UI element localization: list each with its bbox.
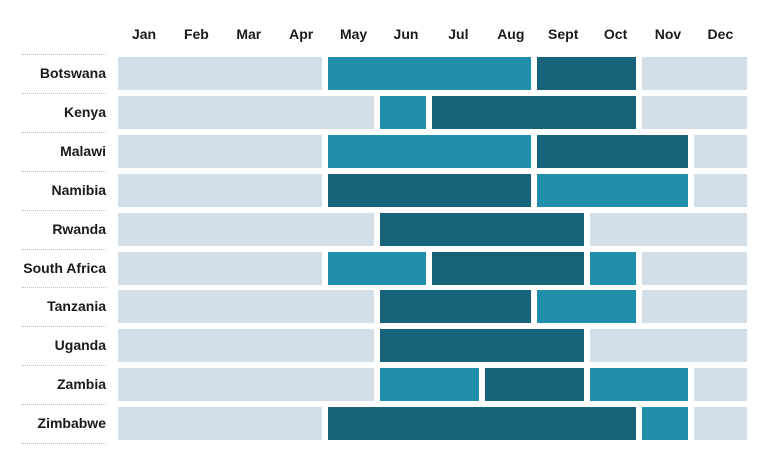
season-bar-uganda-none (118, 329, 374, 363)
month-label-mar: Mar (236, 26, 262, 42)
season-bar-kenya-none (642, 95, 747, 129)
season-bar-zambia-best (484, 368, 584, 402)
season-bar-rwanda-best (380, 212, 584, 246)
season-bar-tanzania-good (537, 290, 636, 324)
season-bar-rwanda-none (118, 212, 374, 246)
row-separator (22, 209, 106, 211)
season-bar-zambia-none (694, 368, 747, 402)
season-bar-malawi-good (327, 134, 532, 168)
month-label-oct: Oct (603, 26, 628, 42)
season-bar-namibia-none (118, 173, 322, 207)
country-label-botswana: Botswana (39, 65, 106, 81)
month-label-feb: Feb (183, 26, 209, 42)
month-label-may: May (339, 26, 368, 42)
country-label-rwanda: Rwanda (52, 220, 106, 237)
season-bar-zimbabwe-good (642, 407, 689, 441)
season-bar-botswana-none (118, 57, 322, 90)
row-separator (22, 170, 106, 172)
month-label-jan: Jan (131, 26, 157, 42)
country-label-tanzania: Tanzania (47, 298, 106, 315)
month-label-jun: Jun (393, 26, 419, 42)
season-bar-zambia-good (589, 368, 689, 402)
season-bar-namibia-none (694, 173, 747, 207)
row-separator (22, 248, 106, 250)
season-bar-tanzania-none (118, 290, 374, 324)
season-bar-zambia-none (118, 368, 374, 402)
month-label-sept: Sept (548, 26, 579, 42)
month-label-apr: Apr (289, 26, 314, 42)
season-bar-zimbabwe-none (118, 407, 322, 441)
season-bar-kenya-best (432, 95, 636, 129)
country-label-south-africa: South Africa (23, 259, 106, 276)
month-label-nov: Nov (654, 26, 682, 42)
row-separator (22, 404, 106, 406)
country-label-uganda: Uganda (54, 337, 106, 354)
season-bar-tanzania-none (642, 290, 747, 324)
season-bar-south-africa-none (642, 251, 747, 285)
row-separator (22, 326, 106, 328)
row-separator (22, 443, 106, 444)
season-bar-botswana-none (642, 57, 747, 90)
country-label-zambia: Zambia (56, 376, 106, 393)
season-bar-botswana-best (537, 57, 636, 90)
country-label-namibia: Namibia (51, 181, 106, 198)
season-bar-uganda-none (589, 329, 747, 363)
season-bar-zimbabwe-best (327, 407, 636, 441)
season-bar-namibia-best (327, 173, 532, 207)
country-label-zimbabwe: Zimbabwe (37, 415, 106, 432)
season-bar-zimbabwe-none (694, 407, 747, 441)
season-bar-malawi-none (694, 134, 747, 168)
month-label-jul: Jul (448, 26, 469, 42)
season-bar-uganda-best (380, 329, 584, 363)
season-bar-zambia-good (380, 368, 479, 402)
season-bar-south-africa-good (589, 251, 636, 285)
season-bar-rwanda-none (589, 212, 747, 246)
row-separator (22, 365, 106, 367)
season-bar-malawi-best (537, 134, 689, 168)
row-separator (22, 54, 106, 55)
season-bar-botswana-good (327, 57, 532, 90)
season-bar-namibia-good (537, 173, 689, 207)
row-separator (22, 287, 106, 289)
country-label-malawi: Malawi (60, 142, 106, 159)
season-bar-kenya-none (118, 95, 374, 129)
season-bar-tanzania-best (380, 290, 532, 324)
season-bar-south-africa-good (327, 251, 427, 285)
month-label-aug: Aug (497, 26, 525, 42)
season-bar-kenya-good (380, 95, 427, 129)
row-separator (22, 131, 106, 133)
country-label-kenya: Kenya (63, 103, 106, 120)
month-label-dec: Dec (707, 26, 734, 42)
season-bar-south-africa-best (432, 251, 584, 285)
season-bar-malawi-none (118, 134, 322, 168)
season-bar-south-africa-none (118, 251, 322, 285)
row-separator (22, 92, 106, 94)
